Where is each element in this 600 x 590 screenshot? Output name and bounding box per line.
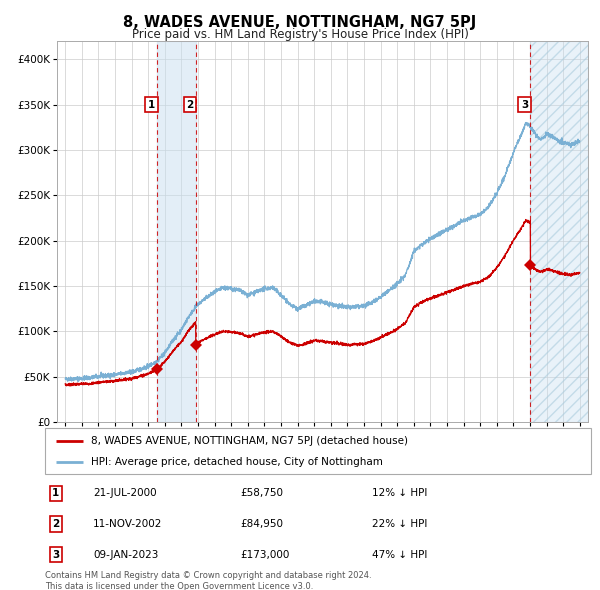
Text: 21-JUL-2000: 21-JUL-2000 <box>93 489 157 498</box>
Text: Price paid vs. HM Land Registry's House Price Index (HPI): Price paid vs. HM Land Registry's House … <box>131 28 469 41</box>
Text: 12% ↓ HPI: 12% ↓ HPI <box>372 489 427 498</box>
Text: £84,950: £84,950 <box>240 519 283 529</box>
Text: HPI: Average price, detached house, City of Nottingham: HPI: Average price, detached house, City… <box>91 457 383 467</box>
Text: Contains HM Land Registry data © Crown copyright and database right 2024.
This d: Contains HM Land Registry data © Crown c… <box>45 571 371 590</box>
FancyBboxPatch shape <box>45 428 591 474</box>
Text: 3: 3 <box>521 100 528 110</box>
Text: 22% ↓ HPI: 22% ↓ HPI <box>372 519 427 529</box>
Text: 1: 1 <box>148 100 155 110</box>
Text: £173,000: £173,000 <box>240 550 289 559</box>
Bar <box>530 41 588 422</box>
Text: 3: 3 <box>52 550 59 559</box>
Bar <box>157 41 196 422</box>
Text: 1: 1 <box>52 489 59 498</box>
Text: 47% ↓ HPI: 47% ↓ HPI <box>372 550 427 559</box>
Text: 2: 2 <box>52 519 59 529</box>
Bar <box>530 41 588 422</box>
Text: £58,750: £58,750 <box>240 489 283 498</box>
Text: 09-JAN-2023: 09-JAN-2023 <box>93 550 158 559</box>
Text: 2: 2 <box>186 100 194 110</box>
Text: 11-NOV-2002: 11-NOV-2002 <box>93 519 163 529</box>
Text: 8, WADES AVENUE, NOTTINGHAM, NG7 5PJ (detached house): 8, WADES AVENUE, NOTTINGHAM, NG7 5PJ (de… <box>91 435 409 445</box>
Text: 8, WADES AVENUE, NOTTINGHAM, NG7 5PJ: 8, WADES AVENUE, NOTTINGHAM, NG7 5PJ <box>124 15 476 30</box>
